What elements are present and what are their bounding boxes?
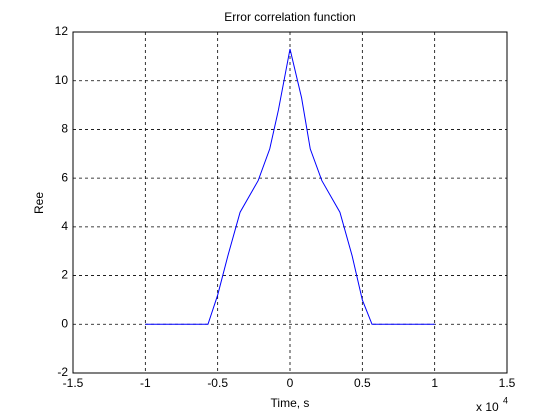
x-exponent-base: x 10	[476, 400, 499, 414]
chart-title: Error correlation function	[224, 10, 355, 24]
x-axis-label: Time, s	[271, 396, 310, 410]
y-tick-label: 0	[61, 316, 68, 330]
x-exponent-power: 4	[503, 395, 508, 405]
y-tick-label: 6	[61, 170, 68, 184]
data-line	[145, 48, 435, 325]
x-tick-label: -0.5	[207, 376, 228, 390]
y-tick-label: 8	[61, 122, 68, 136]
x-tick-label: -1	[140, 376, 151, 390]
x-tick-label: 0	[287, 376, 294, 390]
y-tick-label: 12	[55, 24, 69, 38]
x-tick-label: 1	[431, 376, 438, 390]
y-tick-label: 10	[55, 73, 69, 87]
x-tick-label: 1.5	[499, 376, 516, 390]
y-tick-label: -2	[57, 365, 68, 379]
y-tick-label: 4	[61, 219, 68, 233]
x-tick-label: -1.5	[63, 376, 84, 390]
y-axis-label: Ree	[32, 192, 46, 214]
x-tick-label: 0.5	[354, 376, 371, 390]
y-tick-label: 2	[61, 268, 68, 282]
